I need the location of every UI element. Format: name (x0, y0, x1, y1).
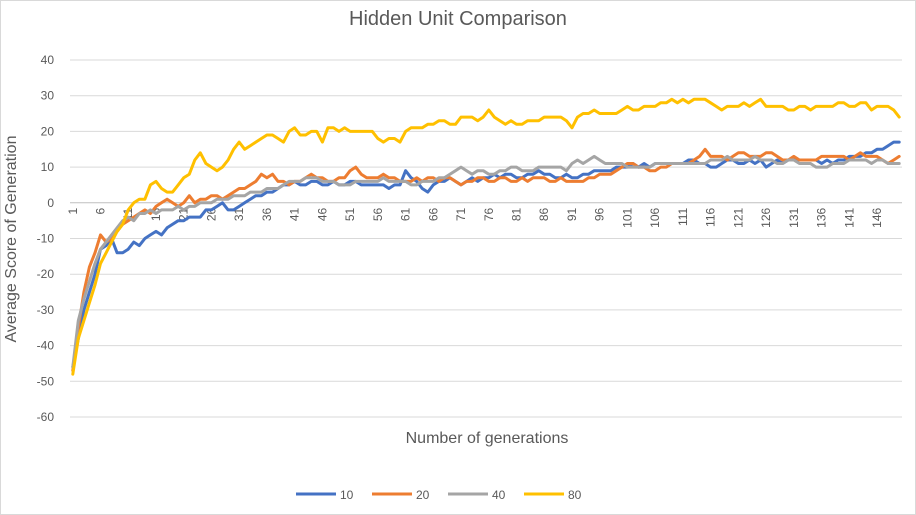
y-tick-label: -10 (37, 232, 55, 246)
x-axis-title: Number of generations (406, 430, 569, 447)
x-tick-label: 136 (815, 207, 829, 227)
x-tick-label: 81 (510, 207, 524, 221)
x-tick-label: 101 (620, 207, 634, 227)
x-tick-label: 66 (426, 207, 440, 221)
x-tick-label: 141 (842, 207, 856, 227)
x-tick-label: 126 (759, 207, 773, 227)
y-tick-labels: 40 30 20 10 0 -10 -20 -30 -40 -50 -60 (37, 53, 55, 424)
x-tick-label: 91 (565, 207, 579, 221)
y-tick-label: -30 (37, 303, 55, 317)
chart-title: Hidden Unit Comparison (349, 8, 567, 30)
y-tick-label: -20 (37, 267, 55, 281)
x-tick-label: 36 (260, 207, 274, 221)
legend-label-40: 40 (492, 488, 506, 502)
x-tick-label: 51 (343, 207, 357, 221)
x-tick-label: 131 (787, 207, 801, 227)
x-tick-label: 46 (315, 207, 329, 221)
gridlines (70, 59, 902, 418)
y-tick-label: 20 (41, 124, 55, 138)
x-tick-label: 121 (731, 207, 745, 227)
x-tick-label: 71 (454, 207, 468, 221)
legend: 10 20 40 80 (296, 488, 582, 502)
y-tick-label: 40 (41, 53, 55, 67)
x-tick-label: 61 (399, 207, 413, 221)
x-tick-label: 86 (537, 207, 551, 221)
legend-label-10: 10 (340, 488, 354, 502)
y-tick-label: 10 (41, 160, 55, 174)
x-tick-label: 111 (676, 207, 690, 226)
y-axis-title: Average Score of Generation (3, 136, 20, 343)
series-line-20 (71, 147, 901, 373)
legend-label-80: 80 (568, 488, 582, 502)
y-tick-label: -40 (37, 339, 55, 353)
series-line-40 (71, 154, 901, 369)
series-line-80 (71, 97, 901, 376)
x-tick-label: 116 (704, 207, 718, 226)
x-tick-label: 41 (288, 207, 302, 221)
x-tick-label: 76 (482, 207, 496, 221)
series-lines (71, 97, 901, 376)
y-tick-label: 0 (47, 196, 54, 210)
y-tick-label: -50 (37, 374, 55, 388)
x-tick-label: 96 (593, 207, 607, 221)
x-tick-label: 31 (232, 207, 246, 221)
series-line-10 (71, 140, 901, 369)
y-tick-label: -60 (37, 410, 55, 424)
x-tick-label: 1 (66, 207, 80, 214)
x-tick-label: 6 (94, 207, 108, 214)
y-tick-label: 30 (41, 89, 55, 103)
x-tick-label: 56 (371, 207, 385, 221)
x-tick-label: 106 (648, 207, 662, 227)
x-tick-label: 146 (870, 207, 884, 227)
legend-label-20: 20 (416, 488, 430, 502)
